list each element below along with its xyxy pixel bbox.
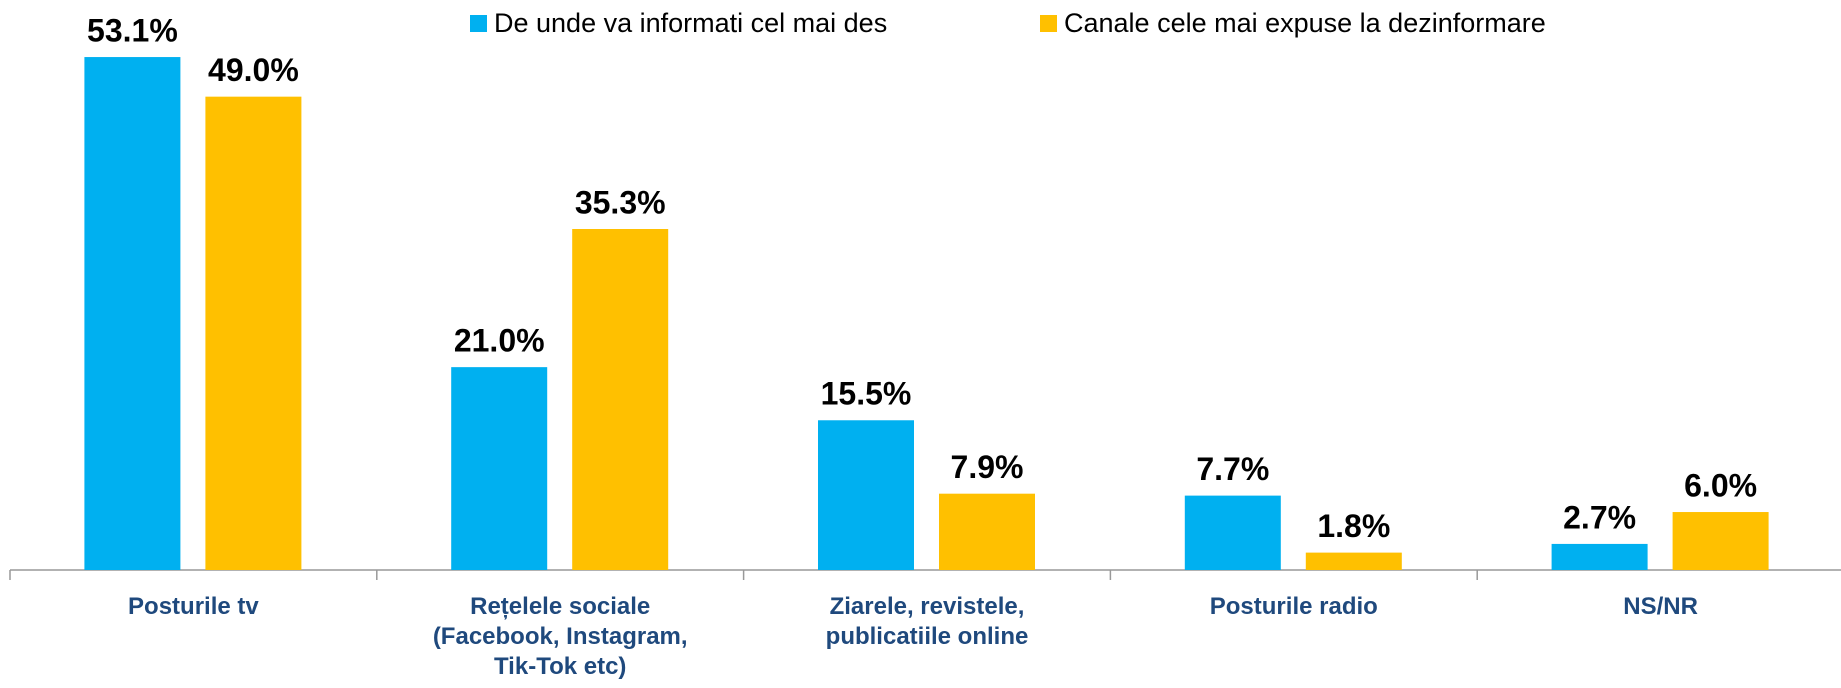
legend-label: Canale cele mai expuse la dezinformare [1064, 8, 1546, 38]
bar [84, 57, 181, 570]
x-tick-label: Rețelele sociale (Facebook, Instagram, T… [432, 593, 688, 680]
bar [818, 420, 914, 570]
legend-label: De unde va informati cel mai des [494, 8, 887, 38]
bar [1551, 543, 1648, 570]
x-tick-label: NS/NR [1623, 593, 1698, 620]
x-tick-label: Posturile radio [1209, 593, 1378, 620]
legend-swatch [470, 15, 487, 32]
value-label: 49.0% [208, 52, 299, 88]
legend-swatch [1040, 15, 1057, 32]
value-label: 35.3% [575, 184, 666, 220]
bar [1184, 495, 1281, 570]
x-tick-label: Ziarele, revistele, publicatiile online [825, 593, 1029, 650]
bar [939, 493, 1035, 570]
bar [205, 96, 302, 570]
value-label: 7.9% [951, 449, 1024, 485]
x-tick-label: Posturile tv [128, 593, 259, 620]
bar [1305, 552, 1402, 570]
bar [572, 229, 669, 570]
bar [1672, 512, 1769, 570]
value-label: 15.5% [821, 376, 912, 412]
bar [451, 367, 548, 570]
value-label: 21.0% [454, 323, 545, 359]
value-label: 7.7% [1196, 451, 1269, 487]
value-label: 6.0% [1684, 467, 1757, 503]
value-label: 53.1% [87, 13, 178, 49]
value-label: 1.8% [1317, 508, 1390, 544]
value-label: 2.7% [1563, 499, 1636, 535]
